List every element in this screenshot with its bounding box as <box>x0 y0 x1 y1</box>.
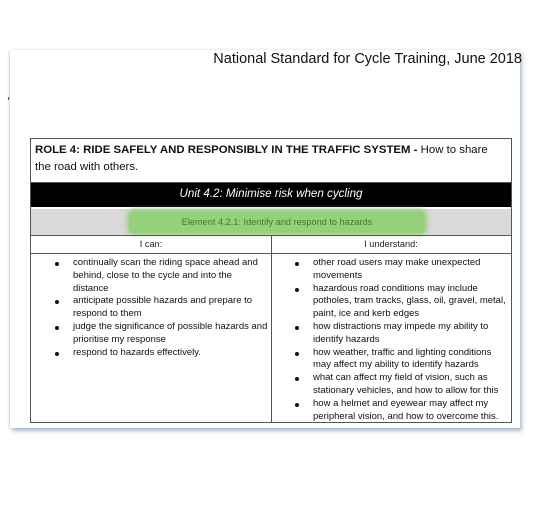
bullet-icon <box>295 287 299 292</box>
list-item: continually scan the riding space ahead … <box>53 257 269 295</box>
element-row: Element 4.2.1: Identify and respond to h… <box>31 209 511 235</box>
column-divider <box>271 235 272 423</box>
unit-heading: Unit 4.2: Minimise risk when cycling <box>31 183 511 207</box>
document-title: National Standard for Cycle Training, Ju… <box>213 51 522 67</box>
bullet-icon <box>295 351 299 356</box>
document-page <box>10 50 520 428</box>
bullet-icon <box>55 262 59 266</box>
element-heading: Element 4.2.1: Identify and respond to h… <box>129 211 425 233</box>
row-divider <box>31 182 511 183</box>
list-item: respond to hazards effectively. <box>53 347 269 360</box>
understand-list: other road users may make unexpected mov… <box>293 257 507 423</box>
bullet-icon <box>55 351 59 356</box>
list-item: hazardous road conditions may include po… <box>293 283 507 321</box>
page-mark <box>8 97 9 100</box>
list-item: how a helmet and eyewear may affect my p… <box>293 398 507 424</box>
column-header-can: I can: <box>139 239 163 249</box>
list-item: anticipate possible hazards and prepare … <box>53 295 269 321</box>
list-item: other road users may make unexpected mov… <box>293 257 507 283</box>
list-item-text: respond to hazards effectively. <box>73 346 201 358</box>
competency-table: ROLE 4: RIDE SAFELY AND RESPONSIBLY IN T… <box>30 138 512 423</box>
list-item-text: judge the significance of possible hazar… <box>73 320 268 345</box>
bullet-icon <box>295 262 299 266</box>
bullet-icon <box>295 402 299 407</box>
list-item: how weather, traffic and lighting condit… <box>293 347 507 373</box>
bullet-icon <box>295 377 299 382</box>
list-item-text: other road users may make unexpected mov… <box>313 257 481 281</box>
bullet-icon <box>55 300 59 305</box>
list-item: judge the significance of possible hazar… <box>53 321 269 347</box>
list-item-text: what can affect my field of vision, such… <box>313 372 499 396</box>
list-item-text: how distractions may impede my ability t… <box>313 320 489 345</box>
list-item-text: hazardous road conditions may include po… <box>313 282 506 320</box>
column-header-understand: I understand: <box>364 239 418 249</box>
role-heading: ROLE 4: RIDE SAFELY AND RESPONSIBLY IN T… <box>35 142 505 176</box>
can-list: continually scan the riding space ahead … <box>53 257 269 359</box>
list-item-text: anticipate possible hazards and prepare … <box>73 295 253 320</box>
role-heading-text: How to share the road with others. <box>35 144 488 173</box>
list-item-text: continually scan the riding space ahead … <box>73 257 258 294</box>
bullet-icon <box>295 325 299 330</box>
bullet-icon <box>55 325 59 330</box>
role-heading-bold: ROLE 4: RIDE SAFELY AND RESPONSIBLY IN T… <box>35 144 418 156</box>
list-item-text: how weather, traffic and lighting condit… <box>313 346 492 371</box>
list-item: what can affect my field of vision, such… <box>293 372 507 398</box>
list-item-text: how a helmet and eyewear may affect my p… <box>313 397 499 422</box>
list-item: how distractions may impede my ability t… <box>293 321 507 347</box>
